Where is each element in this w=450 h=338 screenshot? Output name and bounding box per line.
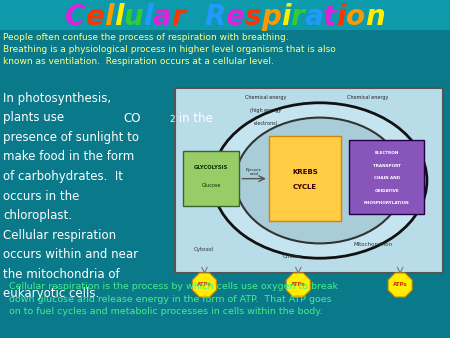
Text: Cellular respiration: Cellular respiration [3, 228, 116, 241]
Text: plants use: plants use [3, 112, 68, 124]
Bar [269, 136, 341, 221]
Text: Cytosol: Cytosol [194, 247, 214, 252]
Text: (high energy: (high energy [251, 108, 282, 113]
Text: 2: 2 [169, 115, 175, 123]
Text: In photosynthesis,: In photosynthesis, [3, 92, 111, 105]
Ellipse shape [235, 118, 404, 243]
Text: e: e [86, 3, 104, 31]
Text: i: i [281, 3, 291, 31]
Text: presence of sunlight to: presence of sunlight to [3, 131, 139, 144]
Text: l: l [144, 3, 153, 31]
Text: of carbohydrates.  It: of carbohydrates. It [3, 170, 123, 183]
Text: l: l [114, 3, 124, 31]
Text: t: t [323, 3, 336, 31]
Text: l: l [105, 3, 114, 31]
Bar [175, 88, 443, 273]
Text: CHAIN AND: CHAIN AND [374, 176, 400, 180]
Text: n: n [365, 3, 385, 31]
Text: C: C [65, 3, 86, 31]
Text: eukaryotic cells.: eukaryotic cells. [3, 287, 99, 300]
Text: ATPs: ATPs [393, 283, 408, 288]
Bar [183, 151, 239, 207]
Ellipse shape [212, 103, 427, 258]
Text: a: a [304, 3, 323, 31]
Text: o: o [346, 3, 365, 31]
Text: electrons): electrons) [254, 121, 279, 126]
Text: KREBS: KREBS [292, 169, 318, 175]
Text: CO: CO [123, 112, 141, 124]
Text: CYCLE: CYCLE [293, 184, 317, 190]
Text: Cellular respiration is the process by which cells use oxygen to break
  down gl: Cellular respiration is the process by w… [3, 282, 338, 316]
Text: the mitochondria of: the mitochondria of [3, 267, 120, 281]
Text: e: e [226, 3, 245, 31]
Text: s: s [245, 3, 261, 31]
Text: Mitochondrion: Mitochondrion [354, 242, 393, 246]
Text: r: r [291, 3, 304, 31]
Text: make food in the form: make food in the form [3, 150, 134, 164]
Text: R: R [204, 3, 226, 31]
Text: Glucose: Glucose [202, 183, 221, 188]
Text: in the: in the [175, 112, 213, 124]
Text: Chemical energy: Chemical energy [245, 95, 287, 100]
Bar [349, 140, 424, 214]
Text: ATPs: ATPs [291, 283, 306, 288]
Text: occurs within and near: occurs within and near [3, 248, 138, 261]
Text: r: r [171, 3, 185, 31]
Text: p: p [261, 3, 281, 31]
Text: occurs in the: occurs in the [3, 190, 79, 202]
Text: u: u [124, 3, 144, 31]
Bar [0, 0, 450, 30]
Text: i: i [336, 3, 346, 31]
Text: PHOSPHORYLATION: PHOSPHORYLATION [364, 201, 410, 206]
Text: Chemical energy: Chemical energy [347, 95, 389, 100]
Text: chloroplast.: chloroplast. [3, 209, 72, 222]
Text: Pyruvic
acid: Pyruvic acid [246, 168, 262, 176]
Text: ATPs: ATPs [197, 283, 212, 288]
Text: GLYCOLYSIS: GLYCOLYSIS [194, 165, 228, 170]
Text: OXIDATIVE: OXIDATIVE [374, 189, 399, 193]
Text: a: a [153, 3, 171, 31]
Text: TRANSPORT: TRANSPORT [373, 164, 400, 168]
Text: Cristae: Cristae [283, 255, 302, 260]
Text: ELECTRON: ELECTRON [374, 151, 399, 155]
Text: People often confuse the process of respiration with breathing.
Breathing is a p: People often confuse the process of resp… [3, 33, 336, 66]
